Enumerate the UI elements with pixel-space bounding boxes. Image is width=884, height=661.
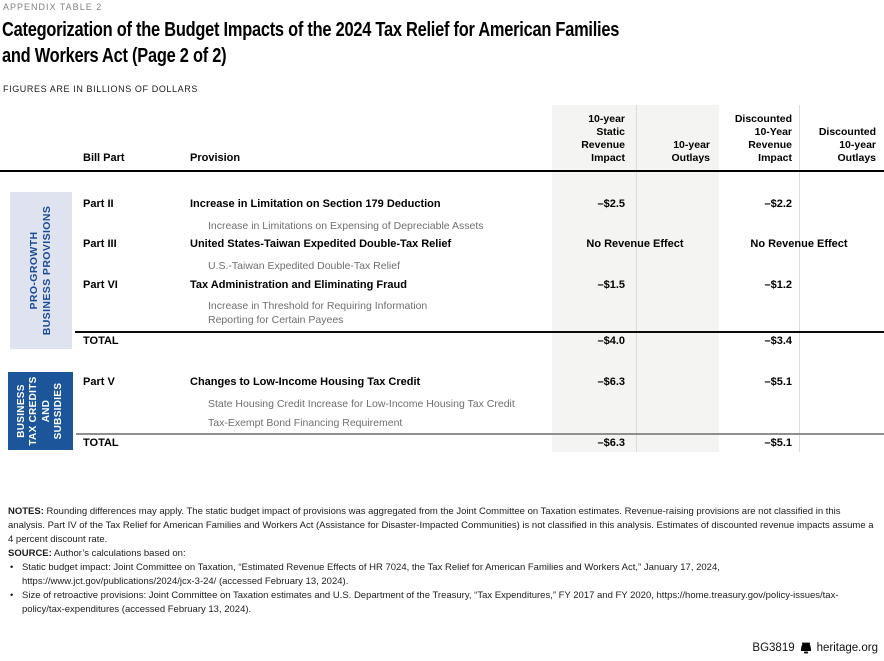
source-bullet-text: Static budget impact: Joint Committee on…	[22, 562, 720, 587]
static-value: –$2.5	[597, 198, 625, 210]
source-line: SOURCE: Author’s calculations based on:	[8, 547, 880, 561]
total-rule-2	[76, 433, 884, 435]
discounted-value: –$2.2	[764, 198, 792, 210]
no-revenue-effect-left: No Revenue Effect	[586, 238, 684, 250]
source-bullet: • Static budget impact: Joint Committee o…	[8, 561, 880, 589]
total-static: –$6.3	[597, 437, 625, 449]
col-header-static-revenue: 10-year Static Revenue Impact	[581, 113, 625, 164]
group-label-business-credits: BUSINESS TAX CREDITS AND SUBSIDIES	[8, 372, 73, 450]
discounted-value: –$1.2	[764, 279, 792, 291]
page-title: Categorization of the Budget Impacts of …	[2, 19, 620, 67]
sub-provision: Increase in Limitations on Expensing of …	[208, 220, 484, 232]
group-label-pro-growth-text: PRO-GROWTH BUSINESS PROVISIONS	[27, 205, 54, 336]
no-revenue-effect-right: No Revenue Effect	[750, 238, 848, 250]
static-value: –$1.5	[597, 279, 625, 291]
col-header-discounted-outlays: Discounted 10-year Outlays	[818, 126, 876, 164]
sub-provision: U.S.-Taiwan Expedited Double-Tax Relief	[208, 260, 401, 272]
column-divider-2	[799, 105, 800, 452]
notes-section: NOTES: Rounding differences may apply. T…	[8, 505, 880, 617]
total-discounted: –$5.1	[764, 437, 792, 449]
units-note: FIGURES ARE IN BILLIONS OF DOLLARS	[3, 84, 198, 94]
total-discounted: –$3.4	[764, 335, 792, 347]
page-footer: BG3819 heritage.org	[752, 642, 878, 654]
provision: Changes to Low-Income Housing Tax Credit	[190, 376, 421, 388]
discounted-value: –$5.1	[764, 376, 792, 388]
header-rule	[0, 170, 884, 172]
document-id: BG3819	[752, 642, 795, 654]
column-divider-1	[636, 105, 637, 452]
col-header-discounted-revenue: Discounted 10-Year Revenue Impact	[734, 113, 792, 164]
group-label-pro-growth: PRO-GROWTH BUSINESS PROVISIONS	[10, 192, 72, 349]
notes-paragraph: NOTES: Rounding differences may apply. T…	[8, 505, 880, 547]
sub-provision: Increase in Threshold for Requiring Info…	[208, 300, 428, 326]
bullet-icon: •	[10, 590, 14, 601]
bill-part: Part VI	[83, 279, 118, 291]
site-name: heritage.org	[816, 642, 878, 654]
source-bullet: • Size of retroactive provisions: Joint C…	[8, 589, 880, 617]
total-rule-1	[75, 331, 884, 333]
liberty-bell-icon	[800, 642, 812, 654]
appendix-label: APPENDIX TABLE 2	[3, 2, 103, 12]
bill-part: Part II	[83, 198, 114, 210]
total-label: TOTAL	[83, 335, 119, 347]
col-header-provision: Provision	[190, 152, 241, 164]
bill-part: Part V	[83, 376, 115, 388]
bill-part: Part III	[83, 238, 117, 250]
bullet-icon: •	[10, 562, 14, 573]
sub-provision: State Housing Credit Increase for Low-In…	[208, 398, 515, 410]
col-header-bill-part: Bill Part	[83, 152, 125, 164]
source-text: Author’s calculations based on:	[51, 548, 186, 559]
provision: Increase in Limitation on Section 179 De…	[190, 198, 441, 210]
group-label-business-credits-text: BUSINESS TAX CREDITS AND SUBSIDIES	[15, 376, 65, 446]
provision: United States-Taiwan Expedited Double-Ta…	[190, 238, 452, 250]
total-label: TOTAL	[83, 437, 119, 449]
source-bullet-text: Size of retroactive provisions: Joint Co…	[22, 590, 839, 615]
col-header-outlays: 10-year Outlays	[671, 139, 710, 164]
notes-label: NOTES:	[8, 506, 44, 517]
sub-provision: Tax-Exempt Bond Financing Requirement	[208, 417, 403, 429]
notes-text: Rounding differences may apply. The stat…	[8, 506, 874, 545]
static-value: –$6.3	[597, 376, 625, 388]
source-bullets: • Static budget impact: Joint Committee o…	[8, 561, 880, 617]
shaded-column-band	[552, 105, 719, 452]
total-static: –$4.0	[597, 335, 625, 347]
provision: Tax Administration and Eliminating Fraud	[190, 279, 407, 291]
source-label: SOURCE:	[8, 548, 52, 559]
